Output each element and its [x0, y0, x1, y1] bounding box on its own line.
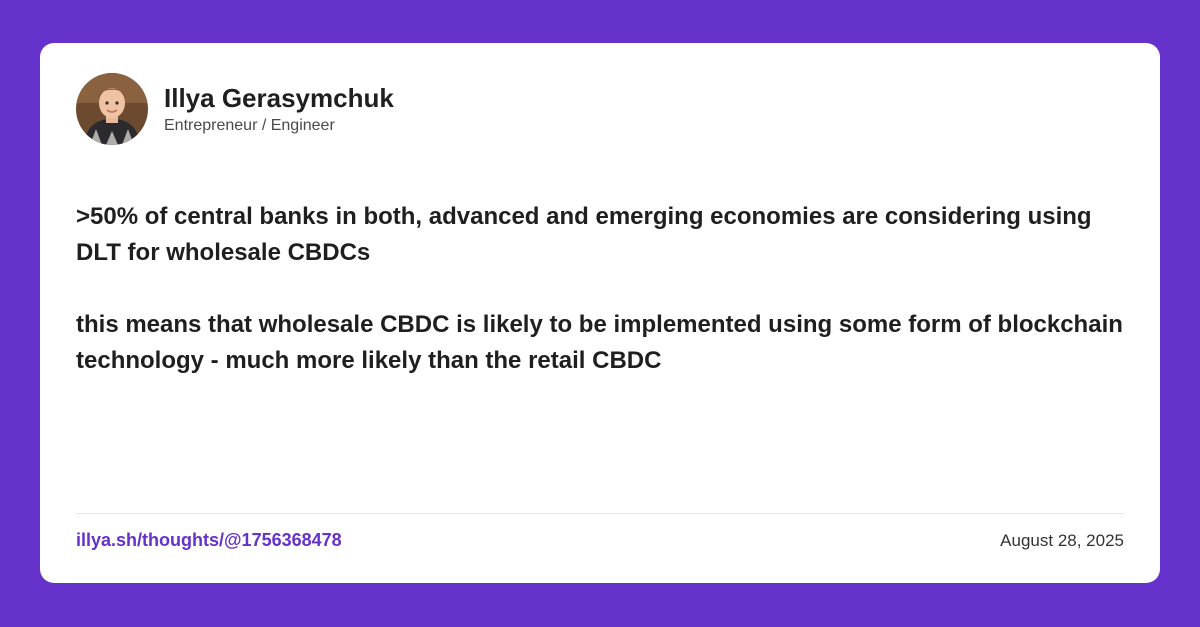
post-paragraph: >50% of central banks in both, advanced …	[76, 203, 1092, 266]
avatar-photo-icon	[76, 73, 148, 145]
author-avatar	[76, 73, 148, 145]
author-role: Entrepreneur / Engineer	[164, 117, 335, 134]
post-paragraph: this means that wholesale CBDC is likely…	[76, 311, 1123, 374]
post-card: Illya Gerasymchuk Entrepreneur / Enginee…	[40, 43, 1160, 583]
footer-divider	[76, 513, 1124, 514]
author-name: Illya Gerasymchuk	[164, 83, 394, 113]
post-body: >50% of central banks in both, advanced …	[76, 199, 1126, 415]
permalink-link[interactable]: illya.sh/thoughts/@1756368478	[76, 530, 342, 550]
post-date: August 28, 2025	[1000, 531, 1124, 550]
